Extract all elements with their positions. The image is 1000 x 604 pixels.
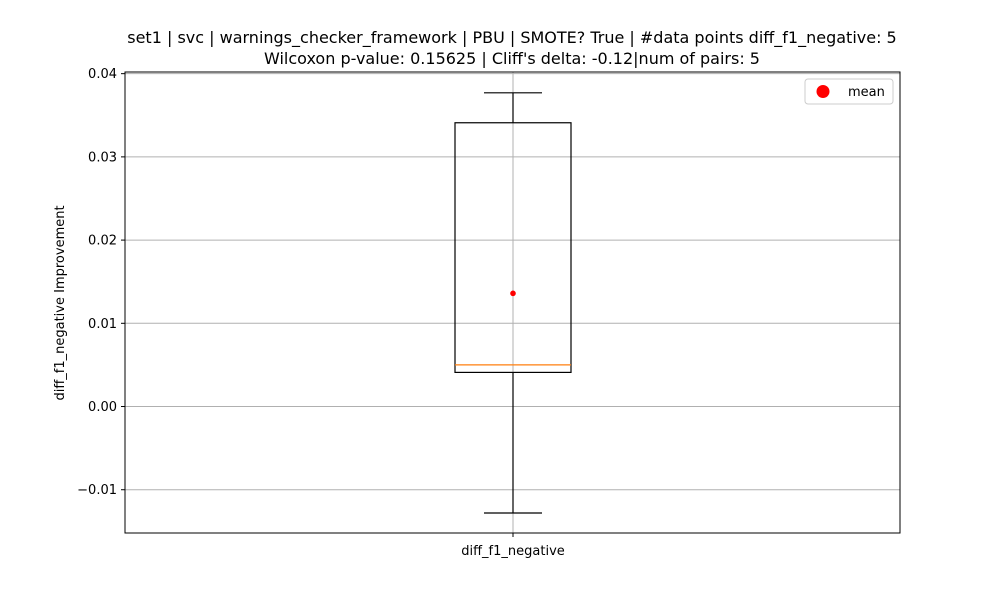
chart-subtitle: Wilcoxon p-value: 0.15625 | Cliff's delt…: [264, 49, 760, 68]
box-layer: [454, 92, 572, 514]
iqr-box: [454, 122, 572, 373]
y-axis-label: diff_f1_negative Improvement: [53, 205, 68, 400]
y-tick-label: 0.00: [88, 400, 117, 415]
chart-title: set1 | svc | warnings_checker_framework …: [127, 28, 896, 48]
grid-lines: [125, 72, 900, 533]
y-tick-label: 0.01: [88, 317, 117, 332]
y-tick-label: 0.04: [88, 67, 117, 82]
y-tick-label: −0.01: [77, 483, 117, 498]
legend-box: [804, 78, 894, 105]
axes: −0.01 0.00 0.01 0.02 0.03 0.04 diff_f1_negativ…: [77, 67, 565, 559]
x-tick-label: diff_f1_negative: [461, 544, 565, 559]
y-tick-label: 0.03: [88, 150, 117, 165]
legend: mean: [804, 78, 894, 105]
legend-mean-marker: [816, 85, 830, 98]
legend-label-mean: mean: [848, 85, 885, 100]
y-tick-label: 0.02: [88, 234, 117, 249]
mean-marker: [510, 290, 516, 297]
